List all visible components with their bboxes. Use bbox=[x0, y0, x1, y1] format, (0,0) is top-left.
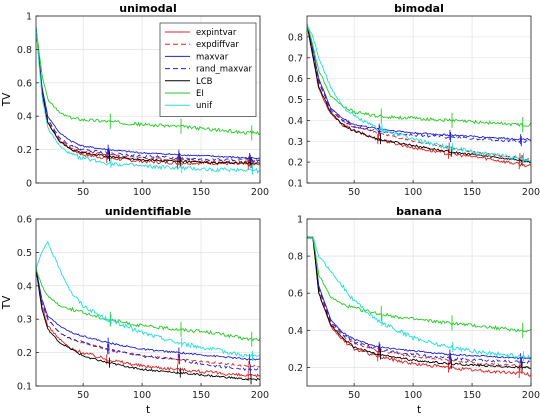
legend-entry: LCB bbox=[196, 77, 213, 87]
x-tick-label: 100 bbox=[404, 390, 422, 401]
series-line-LCB bbox=[307, 236, 531, 369]
y-tick-label: 0.3 bbox=[17, 315, 32, 326]
series-line-maxvar bbox=[307, 24, 531, 141]
x-tick-label: 200 bbox=[251, 390, 269, 401]
y-tick-label: 0.6 bbox=[288, 74, 303, 85]
series-line-rand_maxvar bbox=[307, 23, 531, 144]
y-tick-label: 1 bbox=[26, 12, 32, 23]
series-line-rand_maxvar bbox=[307, 236, 531, 365]
x-tick-label: 150 bbox=[463, 187, 481, 198]
series-line-maxvar bbox=[36, 27, 260, 160]
y-tick-label: 0.8 bbox=[288, 252, 303, 263]
series-line-LCB bbox=[36, 268, 260, 381]
series-group bbox=[307, 23, 531, 170]
series-line-EI bbox=[307, 236, 531, 333]
y-tick-label: 0.8 bbox=[288, 32, 303, 43]
x-tick-label: 200 bbox=[522, 187, 540, 198]
series-line-EI bbox=[307, 24, 531, 127]
legend-entry: rand_maxvar bbox=[196, 65, 252, 75]
x-axis-label: t bbox=[146, 404, 150, 416]
legend: expintvar expdiffvar maxvar rand_maxvar LCB E… bbox=[159, 22, 257, 117]
series-line-expintvar bbox=[36, 268, 260, 378]
legend-entry: expdiffvar bbox=[196, 40, 239, 50]
legend-entry: expintvar bbox=[196, 28, 237, 38]
series-line-expintvar bbox=[307, 236, 531, 377]
x-tick-label: 50 bbox=[348, 187, 360, 198]
series-group bbox=[36, 240, 260, 385]
x-tick-label: 200 bbox=[251, 187, 269, 198]
x-tick-label: 50 bbox=[77, 187, 89, 198]
x-axis-label: t bbox=[417, 404, 421, 416]
y-axis-label: TV bbox=[1, 295, 13, 310]
series-line-LCB bbox=[307, 24, 531, 164]
chart-title: unidentifiable bbox=[105, 205, 191, 218]
y-tick-label: 0.5 bbox=[17, 248, 32, 259]
y-tick-label: 0.7 bbox=[288, 53, 303, 64]
series-line-expintvar bbox=[307, 23, 531, 168]
legend-entry: EI bbox=[196, 89, 204, 99]
y-tick-label: 1 bbox=[297, 215, 303, 226]
series-line-unif bbox=[307, 23, 531, 163]
y-tick-label: 0.4 bbox=[17, 281, 32, 292]
y-tick-label: 0.6 bbox=[17, 215, 32, 226]
series-line-EI bbox=[36, 269, 260, 342]
series-group bbox=[307, 235, 531, 379]
y-axis-label: TV bbox=[1, 92, 13, 107]
series-line-expdiffvar bbox=[36, 28, 260, 163]
x-tick-label: 150 bbox=[463, 390, 481, 401]
series-line-maxvar bbox=[307, 236, 531, 360]
plot-frame bbox=[35, 15, 261, 184]
x-tick-label: 200 bbox=[522, 390, 540, 401]
series-group bbox=[36, 26, 260, 175]
chart-title: bimodal bbox=[394, 2, 444, 15]
legend-entry: maxvar bbox=[196, 52, 229, 62]
x-tick-label: 150 bbox=[192, 390, 210, 401]
plot-frame bbox=[35, 218, 261, 387]
series-line-expdiffvar bbox=[307, 236, 531, 369]
x-tick-label: 150 bbox=[192, 187, 210, 198]
y-tick-label: 0.1 bbox=[17, 382, 32, 393]
y-tick-label: 0.3 bbox=[288, 137, 303, 148]
x-tick-label: 100 bbox=[133, 187, 151, 198]
y-tick-label: 0.4 bbox=[288, 326, 303, 337]
series-line-maxvar bbox=[36, 269, 260, 361]
y-tick-label: 0.5 bbox=[288, 95, 303, 106]
y-tick-label: 0.4 bbox=[17, 112, 32, 123]
chart-title: banana bbox=[396, 205, 442, 218]
series-line-unif bbox=[36, 27, 260, 175]
chart-panel: 50 100 150 200 0.1 0.2 0.3 0.4 0.5 0.6 0.7 0.8 bimod… bbox=[288, 2, 540, 198]
y-tick-label: 0.6 bbox=[17, 78, 32, 89]
y-tick-label: 0.2 bbox=[288, 363, 303, 374]
chart-panel: 50 100 150 200 0.2 0.4 0.6 0.8 1 banana t bbox=[288, 205, 540, 416]
series-line-expdiffvar bbox=[307, 24, 531, 161]
series-line-EI bbox=[36, 26, 260, 135]
y-tick-label: 0.6 bbox=[288, 289, 303, 300]
x-tick-label: 50 bbox=[348, 390, 360, 401]
chart-title: unimodal bbox=[119, 2, 177, 15]
y-tick-label: 0 bbox=[26, 179, 32, 190]
x-tick-label: 100 bbox=[133, 390, 151, 401]
x-tick-label: 50 bbox=[77, 390, 89, 401]
y-tick-label: 0.2 bbox=[17, 145, 32, 156]
plot-frame bbox=[306, 218, 532, 387]
y-tick-label: 0.2 bbox=[17, 348, 32, 359]
chart-panel: 50 100 150 200 0.1 0.2 0.3 0.4 0.5 0.6 unidentifia… bbox=[1, 205, 269, 416]
series-line-unif bbox=[307, 235, 531, 359]
y-tick-label: 0.8 bbox=[17, 45, 32, 56]
y-tick-label: 0.2 bbox=[288, 158, 303, 169]
series-line-LCB bbox=[36, 27, 260, 165]
legend-box bbox=[159, 22, 257, 117]
y-tick-label: 0.1 bbox=[288, 179, 303, 190]
y-tick-label: 0.4 bbox=[288, 116, 303, 127]
series-line-unif bbox=[36, 240, 260, 358]
legend-entry: unif bbox=[196, 101, 213, 111]
x-tick-label: 100 bbox=[404, 187, 422, 198]
chart-panel: 50 100 150 200 0 0.2 0.4 0.6 0.8 1 unimodal TV bbox=[1, 2, 269, 198]
